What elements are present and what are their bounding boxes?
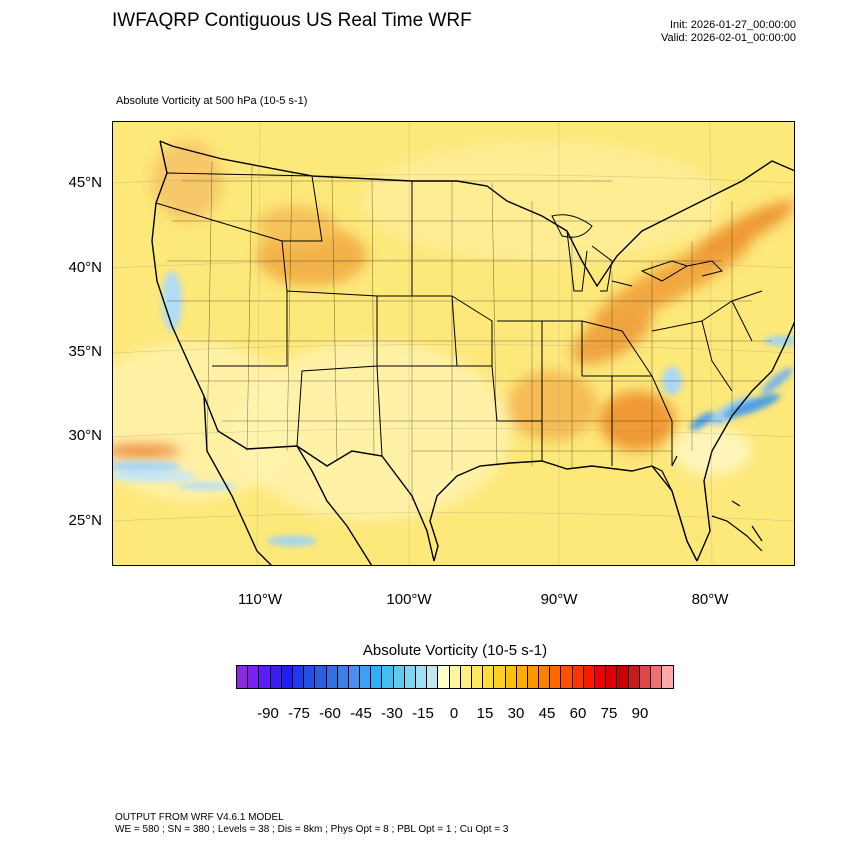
colorbar-tick-label: -45 bbox=[350, 705, 372, 722]
lat-label: 35°N bbox=[68, 343, 102, 360]
colorbar-tick-label: 60 bbox=[569, 705, 587, 722]
caribbean-islands bbox=[711, 500, 763, 552]
colorbar-swatch bbox=[561, 666, 573, 688]
colorbar-tick-label: -90 bbox=[257, 705, 279, 722]
colorbar-swatch bbox=[259, 666, 271, 688]
colorbar-swatch bbox=[460, 666, 472, 688]
colorbar-title: Absolute Vorticity (10-5 s-1) bbox=[362, 642, 548, 659]
lon-label: 90°W bbox=[540, 591, 578, 608]
colorbar bbox=[236, 665, 675, 689]
mexico-border bbox=[203, 395, 373, 566]
colorbar-swatch bbox=[606, 666, 618, 688]
lat-label: 40°N bbox=[68, 259, 102, 276]
colorbar-tick-label: 30 bbox=[507, 705, 525, 722]
colorbar-swatch bbox=[583, 666, 595, 688]
colorbar-tick-label: 15 bbox=[476, 705, 494, 722]
colorbar-swatch bbox=[292, 666, 305, 688]
colorbar-swatch bbox=[595, 666, 607, 688]
colorbar-tick-label: -30 bbox=[381, 705, 403, 722]
colorbar-tick-label: -75 bbox=[288, 705, 310, 722]
lat-label: 25°N bbox=[68, 512, 102, 529]
colorbar-swatch bbox=[371, 666, 383, 688]
colorbar-swatch bbox=[237, 666, 249, 688]
colorbar-swatch bbox=[281, 666, 293, 688]
colorbar-swatch bbox=[360, 666, 372, 688]
canada-border bbox=[159, 140, 795, 288]
colorbar-swatch bbox=[471, 666, 484, 688]
colorbar-swatch bbox=[650, 666, 663, 688]
model-info: OUTPUT FROM WRF V4.6.1 MODEL WE = 580 ; … bbox=[115, 812, 508, 836]
colorbar-swatch bbox=[382, 666, 394, 688]
colorbar-swatch bbox=[483, 666, 495, 688]
colorbar-swatch bbox=[550, 666, 562, 688]
lat-label: 45°N bbox=[68, 174, 102, 191]
colorbar-swatch bbox=[348, 666, 361, 688]
colorbar-swatch bbox=[572, 666, 584, 688]
colorbar-swatch bbox=[505, 666, 517, 688]
lat-label: 30°N bbox=[68, 427, 102, 444]
colorbar-swatch bbox=[416, 666, 428, 688]
colorbar-swatch bbox=[639, 666, 651, 688]
colorbar-swatch bbox=[393, 666, 405, 688]
state-lines bbox=[155, 172, 763, 466]
vorticity-shading bbox=[112, 141, 795, 521]
colorbar-swatch bbox=[438, 666, 450, 688]
county-lines bbox=[167, 160, 772, 501]
valid-time: Valid: 2026-02-01_00:00:00 bbox=[661, 32, 796, 44]
graticule bbox=[112, 121, 795, 566]
field-label: Absolute Vorticity at 500 hPa (10-5 s-1) bbox=[116, 95, 308, 107]
colorbar-tick-label: 0 bbox=[449, 705, 459, 722]
colorbar-swatch bbox=[539, 666, 551, 688]
map-title: IWFAQRP Contiguous US Real Time WRF bbox=[112, 10, 472, 31]
map-border bbox=[112, 121, 795, 566]
model-config: WE = 580 ; SN = 380 ; Levels = 38 ; Dis … bbox=[115, 824, 509, 835]
colorbar-swatch bbox=[270, 666, 282, 688]
colorbar-swatch bbox=[248, 666, 260, 688]
model-version: OUTPUT FROM WRF V4.6.1 MODEL bbox=[115, 812, 284, 823]
colorbar-swatch bbox=[404, 666, 416, 688]
lon-label: 80°W bbox=[691, 591, 729, 608]
florida bbox=[651, 455, 698, 562]
colorbar-swatch bbox=[527, 666, 540, 688]
lon-label: 100°W bbox=[386, 591, 432, 608]
colorbar-tick-label: -15 bbox=[412, 705, 434, 722]
great-lakes bbox=[551, 214, 723, 292]
colorbar-swatch bbox=[337, 666, 349, 688]
forecast-time-info: Init: 2026-01-27_00:00:00 Valid: 2026-02… bbox=[560, 19, 796, 45]
colorbar-tick-label: 90 bbox=[631, 705, 649, 722]
colorbar-swatch bbox=[315, 666, 327, 688]
init-time: Init: 2026-01-27_00:00:00 bbox=[670, 19, 796, 31]
colorbar-tick-label: 45 bbox=[538, 705, 556, 722]
colorbar-swatch bbox=[617, 666, 629, 688]
colorbar-swatch bbox=[516, 666, 528, 688]
lon-label: 110°W bbox=[237, 591, 283, 608]
colorbar-swatch bbox=[494, 666, 506, 688]
colorbar-swatch bbox=[628, 666, 640, 688]
colorbar-swatch bbox=[427, 666, 439, 688]
colorbar-swatch bbox=[304, 666, 316, 688]
colorbar-tick-label: -60 bbox=[319, 705, 341, 722]
colorbar-swatch bbox=[449, 666, 461, 688]
colorbar-swatch bbox=[662, 666, 674, 688]
vorticity-map bbox=[112, 121, 795, 566]
colorbar-swatch bbox=[326, 666, 338, 688]
colorbar-tick-label: 75 bbox=[600, 705, 618, 722]
